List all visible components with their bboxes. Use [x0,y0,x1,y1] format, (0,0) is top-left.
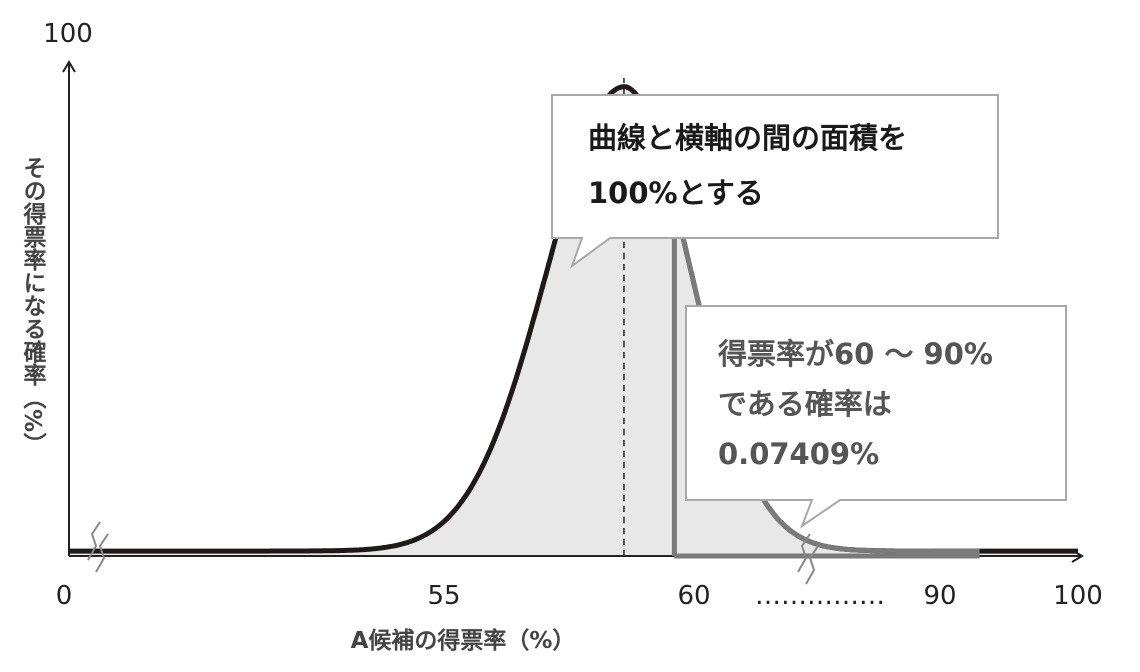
x-tick-90: 90 [923,581,956,611]
x-tick-55: 55 [427,581,460,611]
y-axis-arrow [62,60,76,73]
callout-probability-note-line-3: 0.07409% [718,437,879,471]
axis-break-right [797,533,819,585]
callout-probability-note-line-2: である確率は [718,387,892,421]
x-tick-60: 60 [677,581,710,611]
callout-area-note-line-2: 100%とする [588,176,764,210]
callout-area-note-line-1: 曲線と横軸の間の面積を [588,121,907,155]
y-tick-100: 100 [43,19,93,49]
callout-probability-note-box [685,305,1067,529]
x-tick-0: 0 [56,581,73,611]
x-axis-title: A候補の得票率（%） [351,627,576,654]
callout-area-note-box [551,94,999,269]
x-tick-gap-dots: …………… [755,581,885,611]
callout-probability-note-line-1: 得票率が60 ～ 90% [717,337,993,371]
axis-break-left [87,521,109,573]
y-axis-title: その得票率になる確率（%） [19,156,48,455]
callout-area-note: 曲線と横軸の間の面積を 100%とする [551,94,999,269]
curve-area-fill [69,86,1078,556]
x-tick-100: 100 [1053,581,1103,611]
callout-probability-note: 得票率が60 ～ 90% である確率は 0.07409% [685,305,1067,529]
